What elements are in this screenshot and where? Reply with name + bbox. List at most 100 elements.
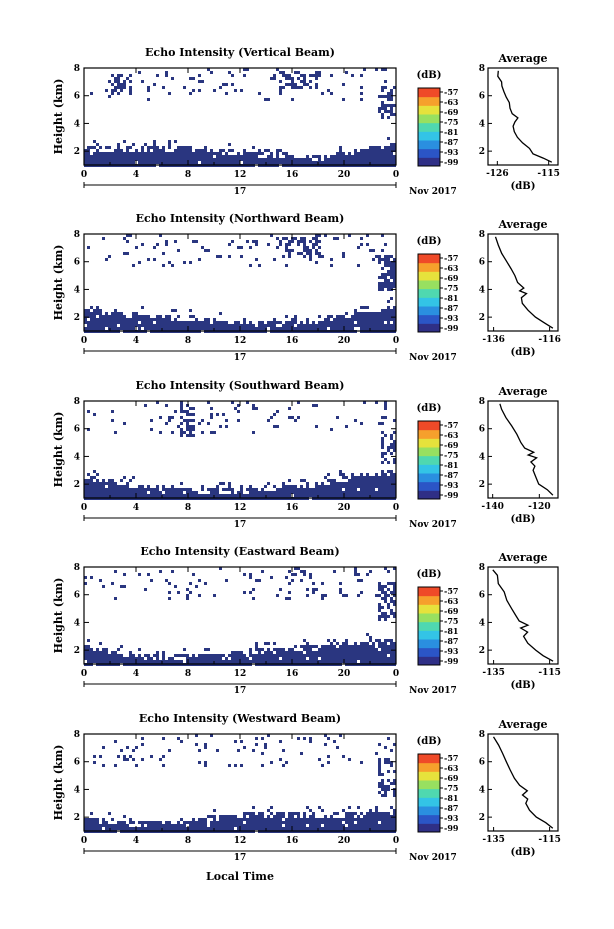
echo-pixel: [369, 815, 372, 818]
echo-pixel: [186, 410, 189, 413]
echo-pixel: [327, 485, 330, 488]
echo-pixel: [159, 758, 162, 761]
echo-pixel: [384, 660, 387, 663]
echo-pixel: [300, 570, 303, 573]
echo-pixel: [345, 827, 348, 830]
echo-pixel: [390, 782, 393, 785]
echo-pixel: [222, 494, 225, 497]
echo-pixel: [129, 86, 132, 89]
echo-pixel: [210, 494, 213, 497]
echo-pixel: [387, 279, 390, 282]
echo-pixel: [276, 246, 279, 249]
echo-pixel: [87, 473, 90, 476]
echo-pixel: [375, 648, 378, 651]
colorbar-tick-label: -87: [444, 803, 458, 813]
echo-pixel: [123, 321, 126, 324]
echo-pixel: [390, 815, 393, 818]
echo-pixel: [147, 98, 150, 101]
echo-pixel: [357, 645, 360, 648]
echo-pixel: [390, 149, 393, 152]
profile-y-tick-label: 8: [479, 64, 485, 74]
echo-pixel: [141, 306, 144, 309]
echo-pixel: [102, 657, 105, 660]
echo-pixel: [228, 654, 231, 657]
echo-pixel: [219, 255, 222, 258]
echo-pixel: [201, 431, 204, 434]
echo-pixel: [393, 270, 396, 273]
echo-pixel: [192, 428, 195, 431]
echo-pixel: [387, 779, 390, 782]
echo-pixel: [324, 161, 327, 164]
echo-pixel: [282, 651, 285, 654]
echo-pixel: [375, 146, 378, 149]
echo-pixel: [201, 80, 204, 83]
echo-pixel: [228, 71, 231, 74]
echo-pixel: [303, 240, 306, 243]
echo-pixel: [162, 654, 165, 657]
colorbar-tick-label: -75: [444, 450, 458, 460]
echo-pixel: [276, 152, 279, 155]
echo-pixel: [381, 440, 384, 443]
echo-pixel: [282, 494, 285, 497]
echo-pixel: [330, 648, 333, 651]
echo-pixel: [165, 155, 168, 158]
colorbar-segment: [418, 271, 440, 281]
echo-pixel: [393, 794, 396, 797]
echo-pixel: [207, 324, 210, 327]
echo-pixel: [297, 71, 300, 74]
echo-pixel: [123, 585, 126, 588]
echo-pixel: [381, 161, 384, 164]
echo-pixel: [111, 824, 114, 827]
echo-pixel: [390, 818, 393, 821]
colorbar-tick-label: -69: [444, 273, 459, 283]
echo-pixel: [219, 815, 222, 818]
echo-pixel: [267, 491, 270, 494]
echo-pixel: [357, 321, 360, 324]
echo-pixel: [255, 645, 258, 648]
echo-pixel: [138, 315, 141, 318]
echo-pixel: [312, 161, 315, 164]
echo-pixel: [225, 158, 228, 161]
colorbar-segment: [418, 788, 440, 798]
x-tick-label: 4: [133, 836, 139, 846]
echo-pixel: [96, 651, 99, 654]
echo-pixel: [195, 240, 198, 243]
profile-y-tick-label: 6: [479, 92, 485, 102]
echo-pixel: [378, 312, 381, 315]
echo-pixel: [255, 243, 258, 246]
colorbar-segment: [418, 481, 440, 491]
echo-pixel: [312, 818, 315, 821]
echo-pixel: [249, 815, 252, 818]
echo-pixel: [111, 494, 114, 497]
echo-pixel: [195, 660, 198, 663]
echo-pixel: [279, 80, 282, 83]
echo-pixel: [243, 74, 246, 77]
echo-pixel: [165, 74, 168, 77]
echo-pixel: [306, 327, 309, 330]
echo-pixel: [171, 324, 174, 327]
echo-pixel: [267, 419, 270, 422]
echo-pixel: [132, 321, 135, 324]
echo-pixel: [189, 149, 192, 152]
echo-pixel: [117, 152, 120, 155]
colorbar-segment: [418, 280, 440, 290]
echo-pixel: [378, 258, 381, 261]
echo-pixel: [90, 654, 93, 657]
echo-pixel: [366, 149, 369, 152]
echo-pixel: [327, 657, 330, 660]
echo-pixel: [180, 488, 183, 491]
echo-pixel: [255, 737, 258, 740]
echo-pixel: [264, 485, 267, 488]
echo-pixel: [288, 660, 291, 663]
echo-pixel: [312, 588, 315, 591]
echo-pixel: [288, 252, 291, 255]
echo-pixel: [162, 252, 165, 255]
echo-pixel: [213, 824, 216, 827]
echo-pixel: [96, 309, 99, 312]
panel-title: Echo Intensity (Eastward Beam): [140, 545, 339, 558]
echo-pixel: [255, 648, 258, 651]
echo-pixel: [240, 651, 243, 654]
echo-pixel: [351, 318, 354, 321]
echo-pixel: [243, 161, 246, 164]
echo-pixel: [315, 660, 318, 663]
